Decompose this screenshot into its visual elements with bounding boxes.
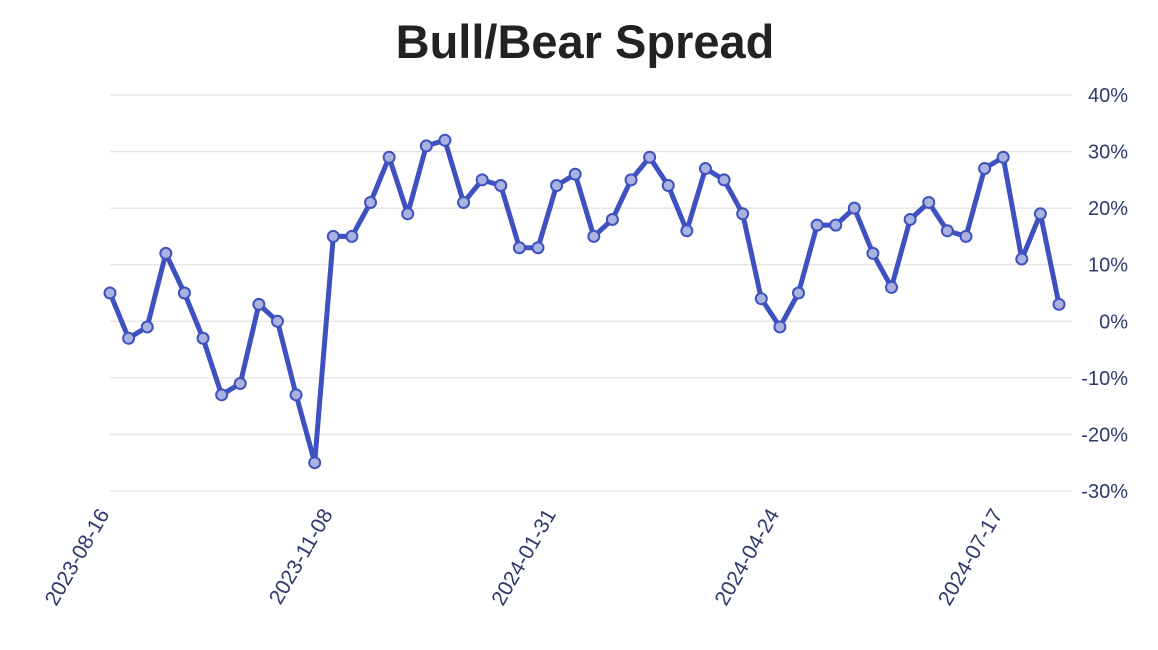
data-point: [885, 280, 899, 294]
data-point: [847, 201, 861, 215]
data-point: [215, 388, 229, 402]
data-point: [624, 173, 638, 187]
y-tick-label: -30%: [1081, 481, 1128, 503]
data-point: [940, 224, 954, 238]
data-point: [866, 246, 880, 260]
data-point: [401, 207, 415, 221]
data-point: [605, 212, 619, 226]
data-point: [978, 162, 992, 176]
data-point: [754, 292, 768, 306]
data-point: [680, 224, 694, 238]
data-point: [959, 229, 973, 243]
data-point: [140, 320, 154, 334]
data-point: [122, 331, 136, 345]
data-point: [252, 297, 266, 311]
data-point: [289, 388, 303, 402]
data-point: [1015, 252, 1029, 266]
data-point: [773, 320, 787, 334]
data-point: [568, 167, 582, 181]
data-point: [159, 246, 173, 260]
y-tick-label: 20%: [1088, 198, 1128, 220]
y-tick-label: 0%: [1099, 311, 1128, 333]
data-point: [643, 150, 657, 164]
y-tick-label: 30%: [1088, 142, 1128, 164]
data-point: [345, 229, 359, 243]
grid-lines: [110, 94, 1072, 492]
y-axis-ticks: 40% 30% 20% 10% 0% -10% -20% -30%: [1081, 85, 1128, 503]
data-point: [270, 314, 284, 328]
x-axis-ticks: 2023-08-16 2023-11-08 2024-01-31 2024-04-24…: [41, 505, 1008, 610]
data-point: [736, 207, 750, 221]
data-point: [550, 179, 564, 193]
x-tick-label: 2024-01-31: [487, 505, 561, 610]
data-point: [922, 195, 936, 209]
data-point: [475, 173, 489, 187]
data-point: [438, 133, 452, 147]
data-point: [196, 331, 210, 345]
x-tick-label: 2023-08-16: [41, 505, 115, 610]
x-tick-label: 2024-07-17: [934, 505, 1008, 610]
data-point: [512, 241, 526, 255]
y-tick-label: 10%: [1088, 255, 1128, 277]
data-point: [177, 286, 191, 300]
data-point: [698, 162, 712, 176]
data-point: [364, 195, 378, 209]
data-point: [587, 229, 601, 243]
data-point: [531, 241, 545, 255]
chart-title: Bull/Bear Spread: [395, 15, 775, 68]
data-point: [326, 229, 340, 243]
y-tick-label: -20%: [1081, 424, 1128, 446]
data-point: [308, 456, 322, 470]
data-point: [103, 286, 117, 300]
data-point: [829, 218, 843, 232]
data-point: [661, 179, 675, 193]
data-point: [903, 212, 917, 226]
data-point: [810, 218, 824, 232]
series-line: [107, 137, 1062, 466]
x-tick-label: 2024-04-24: [711, 505, 785, 610]
data-point: [1033, 207, 1047, 221]
data-point: [717, 173, 731, 187]
data-point: [233, 377, 247, 391]
data-point: [457, 195, 471, 209]
data-point: [419, 139, 433, 153]
x-tick-label: 2023-11-08: [265, 505, 338, 608]
data-point: [382, 150, 396, 164]
data-point: [494, 179, 508, 193]
y-tick-label: 40%: [1088, 85, 1128, 107]
y-tick-label: -10%: [1081, 368, 1128, 390]
data-point: [996, 150, 1010, 164]
data-point: [1052, 297, 1066, 311]
series-points: [103, 133, 1066, 470]
data-point: [791, 286, 805, 300]
